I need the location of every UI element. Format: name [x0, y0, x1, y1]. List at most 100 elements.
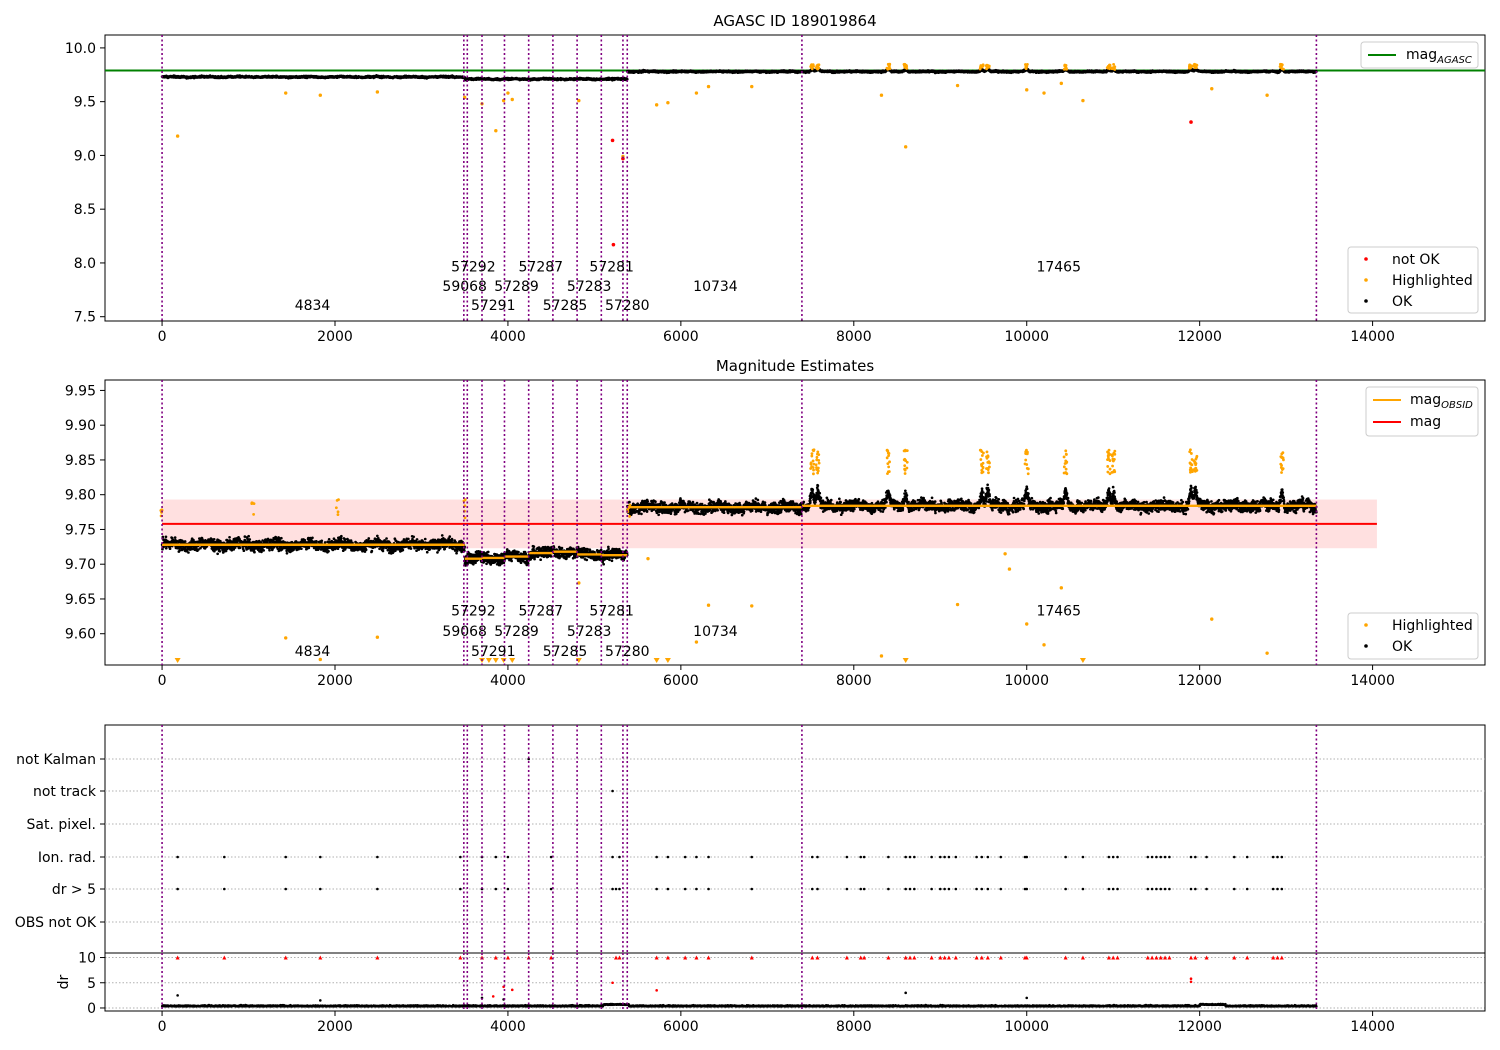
panel2-highlighted-point [1280, 452, 1284, 456]
panel1-highlighted-point [1062, 67, 1066, 71]
panel4-clipped-marker [903, 955, 908, 960]
panel1-ytick-label: 9.5 [74, 95, 96, 111]
panel4-clipped-marker [617, 955, 622, 960]
panel2-highlighted-point [1059, 586, 1064, 590]
panel3-flag-point [887, 855, 890, 859]
panel3-flag-point [618, 855, 621, 859]
panel3-flag-point [666, 887, 670, 891]
panel3-flag-point [810, 855, 814, 859]
panel1-xtick-label: 14000 [1350, 329, 1395, 345]
panel3-flags-plot: not Kalman not track Sat. pixel. Ion. rad. d… [15, 724, 1486, 954]
panel4-xtick-label: 4000 [490, 1019, 526, 1035]
panel3-flag-point [695, 855, 698, 859]
panel4-dr-point [176, 994, 179, 997]
panel3-flag-point [816, 855, 819, 859]
panel1-highlighted-point [903, 63, 907, 66]
panel2-ytick-label: 9.65 [65, 592, 96, 608]
panel2-plot: 0 2000 4000 6000 8000 10000 12000 14000 9.60 9.65… [65, 379, 1486, 689]
panel3-flag-point [284, 887, 288, 891]
panel2-obsid-label: 57291 [471, 644, 516, 660]
panel2-ytick-label: 9.90 [65, 418, 96, 434]
panel3-flag-point [810, 887, 814, 891]
panel3-flag-point [618, 887, 621, 891]
panel3-row-label: dr > 5 [52, 882, 96, 898]
panel4-xtick-label: 10000 [1004, 1019, 1049, 1035]
panel1-highlighted-point [1025, 64, 1028, 68]
panel2-highlighted-point [1106, 458, 1109, 462]
panel4-clipped-marker [1232, 955, 1237, 960]
panel1-legend-swatch [1364, 299, 1368, 303]
panel4-clipped-marker [1154, 955, 1159, 960]
panel2-highlighted-point [1062, 455, 1066, 459]
panel1-highlighted-point [1195, 63, 1199, 67]
panel3-flag-point [1155, 887, 1158, 891]
panel2-highlighted-point [905, 466, 909, 470]
panel3-flag-point [986, 887, 990, 891]
panel3-flag-point [655, 855, 658, 859]
panel1-legend-top: magAGASC [1360, 41, 1479, 69]
panel2-highlighted-point [628, 515, 631, 518]
panel4-dr-red-point [491, 995, 495, 998]
panel2-highlighted-point [980, 471, 984, 475]
panel3-flag-point [1168, 887, 1171, 891]
panel4-clipped-marker [912, 955, 917, 960]
panel2-highlighted-point [335, 499, 339, 502]
panel2-highlighted-point [903, 472, 907, 475]
panel2-highlighted-point [1189, 448, 1192, 452]
panel1-highlighted-point [1063, 63, 1067, 67]
panel4-dr-points [160, 1002, 1318, 1008]
panel2-highlighted-point [816, 450, 820, 454]
panel4-clipped-marker [1063, 955, 1068, 960]
panel2-highlighted-point [812, 468, 815, 472]
panel1-xtick-label: 0 [158, 329, 167, 345]
panel3-flag-point [176, 887, 179, 891]
panel2-offscale-marker [492, 658, 499, 663]
panel3-flag-point [611, 789, 614, 793]
panel2-highlighted-point [1003, 552, 1007, 556]
panel3-flag-point [1232, 855, 1236, 859]
panel1-highlighted-point [1106, 66, 1110, 70]
panel1-highlighted-point [577, 98, 581, 103]
panel2-highlighted-point [336, 513, 340, 517]
panel2-xtick-label: 8000 [836, 673, 872, 689]
panel4-clipped-marker [1024, 955, 1029, 960]
panel3-flag-point [494, 855, 498, 859]
panel1-highlighted-point [879, 93, 884, 97]
panel2-obsid-label: 57285 [543, 644, 588, 660]
panel1-highlighted-point [903, 65, 907, 69]
panel1-ytick-label: 8.0 [74, 256, 96, 272]
panel2-highlighted-point [318, 657, 323, 662]
panel2-xtick-label: 14000 [1350, 673, 1395, 689]
panel3-flag-point [1245, 887, 1249, 891]
panel2-highlighted-point [903, 468, 907, 472]
panel1-not-ok-point [611, 242, 616, 247]
panel1-obsid-label: 57292 [451, 260, 496, 276]
panel4-clipped-marker [1245, 955, 1250, 960]
panel2-legend-swatch [1364, 623, 1368, 627]
panel1-highlighted-point [979, 64, 983, 67]
panel1-obsid-label: 10734 [693, 279, 738, 295]
panel4-frame [104, 952, 1486, 1012]
panel4-clipped-marker [1080, 955, 1085, 960]
panel2-highlighted-point [902, 458, 906, 462]
panel2-highlighted-point [1062, 471, 1066, 475]
panel1-highlighted-point [750, 84, 754, 89]
panel2-xtick-label: 0 [158, 673, 167, 689]
panel4-dr-red-point [611, 981, 614, 985]
panel4-clipped-marker [1193, 955, 1198, 960]
panel3-flag-point [943, 855, 946, 859]
panel3-flag-point [954, 887, 958, 891]
panel2-highlighted-point [987, 471, 990, 475]
panel1-not-ok-point [621, 156, 625, 161]
panel4-clipped-marker [458, 955, 463, 960]
panel3-flag-point [1189, 887, 1193, 891]
panel4-clipped-marker [1275, 955, 1280, 960]
panel1-frame [104, 34, 1486, 322]
panel2-highlighted-point [1279, 455, 1283, 459]
panel2-highlighted-point [815, 466, 818, 469]
panel2-highlighted-point [988, 465, 991, 469]
panel4-xtick-label: 6000 [663, 1019, 699, 1035]
panel3-flag-point [506, 887, 510, 891]
panel3-flag-point [913, 887, 916, 891]
panel3-flag-point [376, 855, 379, 859]
